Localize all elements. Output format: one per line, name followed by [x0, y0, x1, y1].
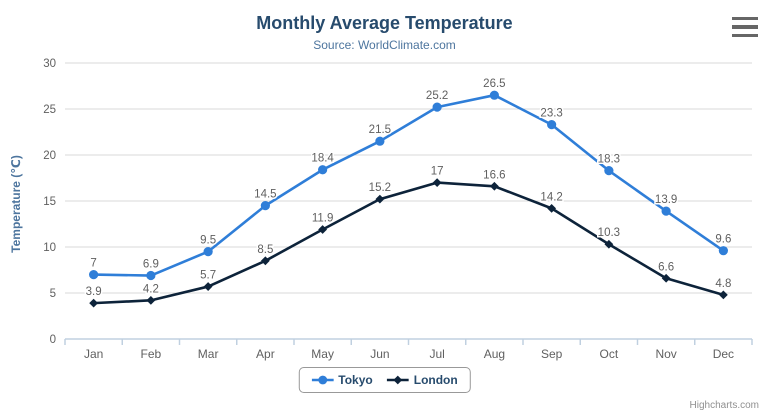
y-axis-label: 0	[50, 334, 56, 346]
credits-link[interactable]: Highcharts.com	[689, 400, 759, 411]
data-label: 25.2	[426, 90, 448, 102]
data-label: 15.2	[369, 182, 391, 194]
chart-subtitle: Source: WorldClimate.com	[313, 38, 456, 52]
data-label: 4.8	[715, 278, 731, 290]
x-axis-label: Apr	[256, 347, 275, 361]
x-axis-label: Feb	[141, 347, 162, 361]
y-axis-label: 20	[43, 150, 56, 162]
chart-title: Monthly Average Temperature	[256, 13, 513, 33]
series-tokyo: 7 6.9 9.5 14.5 18.4 21.5 25.2 26.5 23.3 18.3 13.9 9…	[89, 77, 733, 281]
data-point[interactable]	[547, 120, 557, 130]
legend: Tokyo London	[298, 367, 471, 393]
data-label: 6.6	[658, 261, 674, 273]
data-label: 5.7	[200, 270, 216, 282]
x-axis-label: Nov	[655, 347, 676, 361]
data-label: 10.3	[598, 227, 620, 239]
legend-item-label: Tokyo	[338, 373, 373, 387]
data-point[interactable]	[661, 206, 671, 216]
x-axis-label: Oct	[600, 347, 619, 361]
data-point[interactable]	[318, 165, 328, 175]
y-axis-label: 5	[50, 288, 56, 300]
series-london: 3.9 4.2 5.7 8.5 11.9 15.2 17 16.6 14.2 10.3 6.6 4.8	[84, 164, 733, 308]
data-label: 7	[90, 258, 96, 270]
data-label: 23.3	[540, 108, 562, 120]
data-point[interactable]	[317, 375, 327, 385]
data-point[interactable]	[260, 201, 270, 211]
data-point[interactable]	[260, 256, 270, 266]
hamburger-menu-icon[interactable]	[732, 17, 758, 37]
data-label: 8.5	[257, 244, 273, 256]
series-layer: 7 6.9 9.5 14.5 18.4 21.5 25.2 26.5 23.3 18.3 13.9 9…	[84, 77, 733, 308]
data-label: 3.9	[86, 286, 102, 298]
data-point[interactable]	[89, 298, 99, 308]
x-axis-label: Dec	[713, 347, 734, 361]
axis-layer: 0 5 10 15 20 25 30 Jan Feb Mar Apr May Jun Jul Aug Sep O…	[43, 58, 753, 361]
legend-item-label: London	[413, 373, 458, 387]
data-label: 16.6	[483, 169, 505, 181]
x-axis-label: Mar	[198, 347, 219, 361]
data-point[interactable]	[375, 136, 385, 146]
y-axis-label: 15	[43, 196, 56, 208]
x-axis-label: Jul	[429, 347, 444, 361]
data-label: 26.5	[483, 78, 505, 90]
data-point[interactable]	[432, 102, 442, 112]
data-point[interactable]	[318, 225, 328, 234]
data-point[interactable]	[203, 247, 213, 257]
hamburger-bar	[732, 17, 758, 21]
data-point[interactable]	[203, 282, 213, 291]
hamburger-bar	[732, 33, 758, 37]
x-axis-label: Aug	[484, 347, 505, 361]
data-label: 21.5	[369, 124, 391, 136]
y-axis-label: 10	[43, 242, 56, 254]
x-axis-label: Sep	[541, 347, 563, 361]
data-point[interactable]	[718, 290, 728, 300]
diamond-marker-icon	[386, 375, 409, 385]
data-point[interactable]	[146, 270, 156, 281]
data-point[interactable]	[604, 239, 614, 249]
data-point[interactable]	[432, 178, 442, 187]
data-point[interactable]	[604, 166, 614, 176]
data-label: 4.2	[143, 283, 159, 295]
circle-marker-icon	[311, 375, 334, 385]
data-point[interactable]	[146, 295, 156, 305]
data-label: 6.9	[143, 259, 159, 271]
legend-item-tokyo[interactable]: Tokyo	[311, 373, 373, 387]
data-label: 14.2	[540, 191, 562, 203]
data-point[interactable]	[661, 273, 671, 283]
data-label: 13.9	[655, 194, 677, 206]
data-point[interactable]	[89, 270, 99, 280]
data-point[interactable]	[489, 181, 499, 191]
data-label: 9.6	[715, 234, 731, 246]
data-point[interactable]	[375, 194, 385, 204]
series-line	[93, 93, 725, 277]
data-label: 18.3	[598, 154, 620, 166]
hamburger-bar	[732, 25, 758, 29]
y-axis-label: 25	[43, 104, 56, 116]
x-axis-label: May	[311, 347, 334, 361]
data-label: 18.4	[311, 153, 334, 165]
data-label: 11.9	[312, 213, 334, 225]
y-axis-label: 30	[43, 58, 56, 70]
grid-layer	[65, 62, 752, 294]
data-label: 9.5	[200, 235, 216, 247]
data-point[interactable]	[393, 375, 403, 385]
legend-item-london[interactable]: London	[386, 373, 458, 387]
data-point[interactable]	[547, 203, 557, 213]
data-label: 14.5	[254, 189, 276, 201]
data-label: 17	[431, 166, 444, 178]
y-axis-title: Temperature (℃)	[9, 155, 23, 253]
x-axis-label: Jun	[370, 347, 389, 361]
x-axis-label: Jan	[84, 347, 103, 361]
data-point[interactable]	[489, 90, 499, 100]
data-point[interactable]	[718, 246, 728, 256]
series-line	[93, 181, 724, 305]
